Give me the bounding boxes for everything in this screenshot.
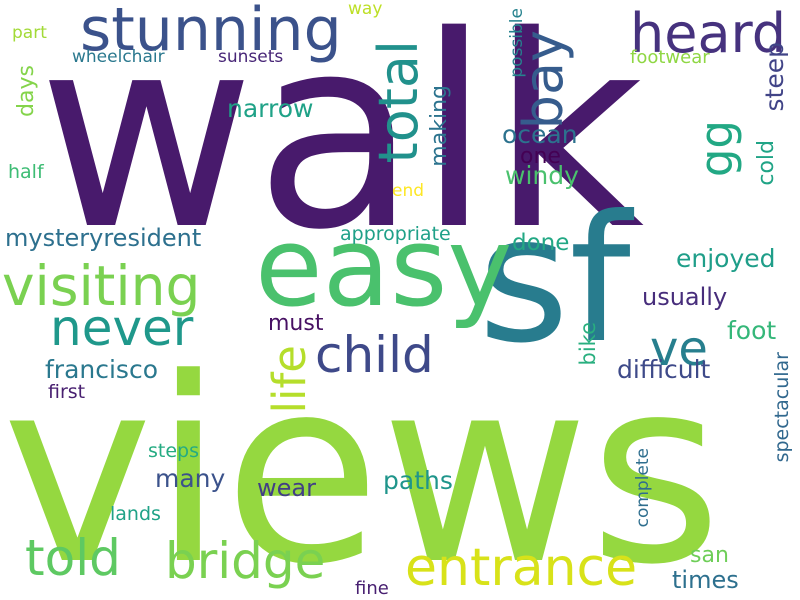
word-mysteryresident: mysteryresident bbox=[5, 224, 201, 252]
word-spectacular: spectacular bbox=[771, 352, 793, 463]
word-windy: windy bbox=[505, 161, 579, 190]
word-sunsets: sunsets bbox=[218, 47, 283, 67]
word-child: child bbox=[315, 326, 434, 384]
word-one: one bbox=[520, 144, 561, 169]
word-ocean: ocean bbox=[502, 120, 578, 149]
word-complete: complete bbox=[633, 448, 653, 527]
word-making: making bbox=[427, 85, 452, 167]
word-bridge: bridge bbox=[165, 532, 325, 590]
word-heard: heard bbox=[630, 2, 786, 65]
word-walk: walk bbox=[38, 0, 644, 288]
word-steep: steep bbox=[760, 42, 789, 111]
word-entrance: entrance bbox=[405, 538, 637, 598]
word-times: times bbox=[672, 566, 739, 594]
word-ve: ve bbox=[650, 321, 708, 377]
word-end: end bbox=[392, 181, 424, 201]
word-foot: foot bbox=[727, 316, 776, 345]
word-gg: gg bbox=[690, 120, 743, 177]
word-steps: steps bbox=[148, 440, 199, 462]
word-visiting: visiting bbox=[2, 254, 200, 318]
word-total: total bbox=[367, 40, 430, 163]
word-many: many bbox=[155, 464, 226, 493]
word-way: way bbox=[348, 0, 382, 19]
word-part: part bbox=[12, 23, 47, 43]
word-done: done bbox=[512, 230, 569, 256]
word-fine: fine bbox=[355, 578, 389, 599]
word-cold: cold bbox=[754, 140, 779, 186]
word-usually: usually bbox=[642, 283, 727, 311]
word-days: days bbox=[14, 65, 39, 117]
word-wheelchair: wheelchair bbox=[72, 47, 165, 67]
word-never: never bbox=[50, 299, 194, 357]
word-stunning: stunning bbox=[80, 0, 342, 65]
word-wear: wear bbox=[257, 474, 316, 502]
word-half: half bbox=[8, 161, 45, 183]
word-lands: lands bbox=[110, 503, 161, 525]
word-enjoyed: enjoyed bbox=[676, 244, 776, 273]
word-must: must bbox=[268, 311, 324, 336]
word-life: life bbox=[263, 345, 316, 414]
word-sf: sf bbox=[478, 179, 634, 382]
word-appropriate: appropriate bbox=[340, 223, 451, 245]
word-views: views bbox=[2, 324, 722, 600]
word-narrow: narrow bbox=[227, 94, 313, 123]
word-difficult: difficult bbox=[617, 355, 711, 384]
word-told: told bbox=[25, 529, 121, 587]
word-possible: possible bbox=[507, 8, 527, 78]
word-francisco: francisco bbox=[45, 355, 158, 384]
word-paths: paths bbox=[383, 466, 453, 495]
word-san: san bbox=[690, 543, 729, 568]
word-easy: easy bbox=[255, 203, 513, 331]
word-footwear: footwear bbox=[630, 47, 710, 68]
word-bike: bike bbox=[576, 322, 600, 366]
word-bay: bay bbox=[512, 30, 575, 129]
word-first: first bbox=[48, 381, 85, 403]
